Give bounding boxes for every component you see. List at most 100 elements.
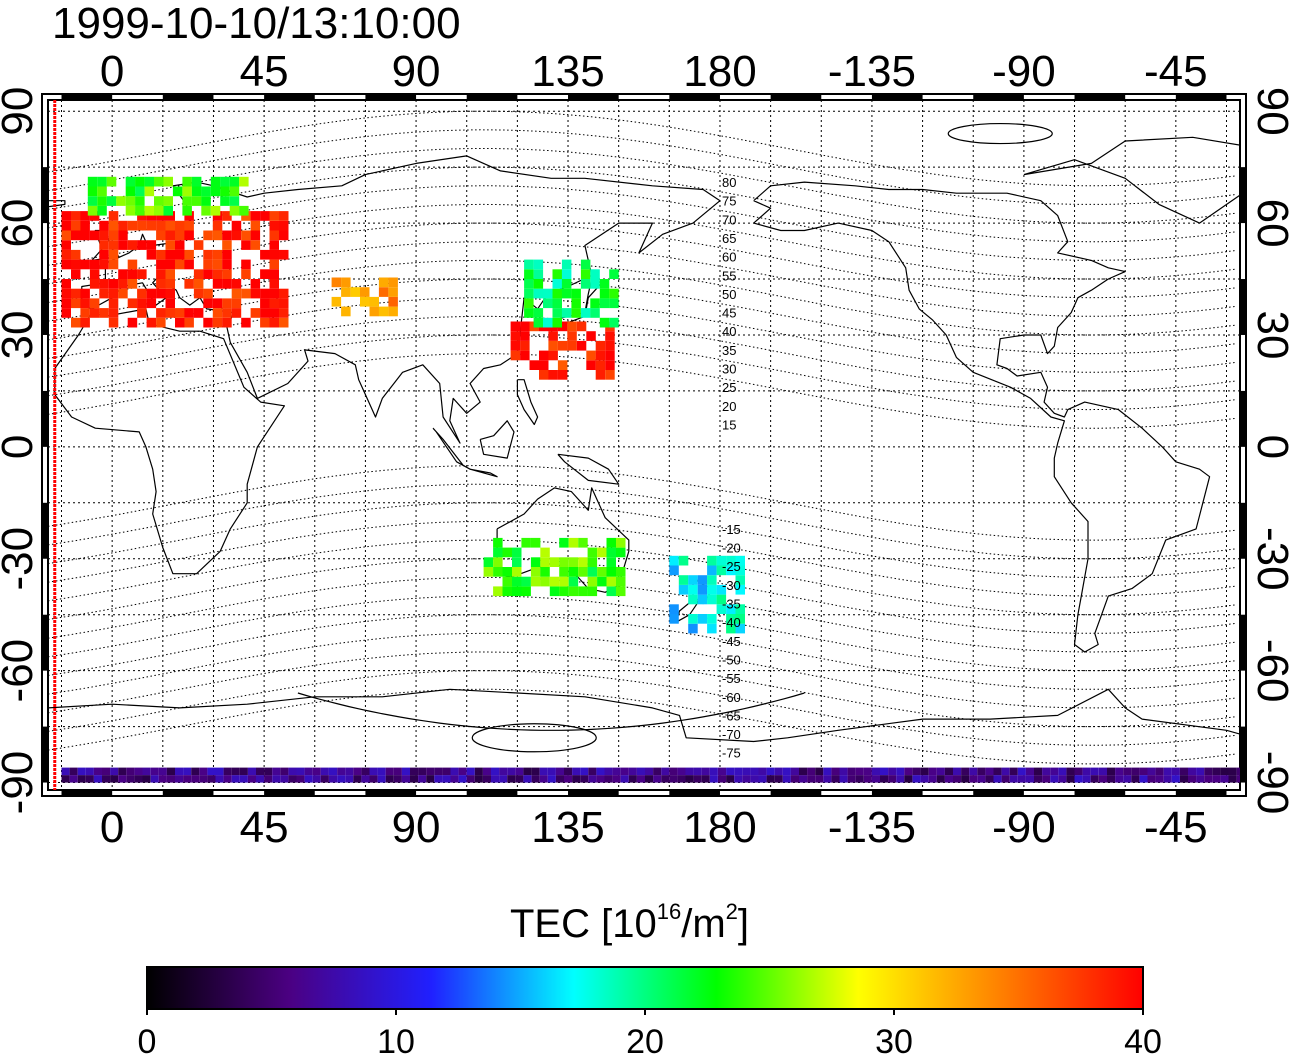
frame-tick-bar (1240, 390, 1246, 447)
tec-cell (1107, 775, 1116, 783)
tec-cell (599, 288, 610, 299)
tec-cell (280, 767, 289, 776)
tec-cell (533, 288, 544, 299)
tec-cell (530, 567, 541, 577)
tec-cell (685, 775, 694, 783)
tec-cell (512, 576, 522, 587)
tec-cell (279, 220, 289, 231)
tec-cell (661, 775, 670, 783)
tec-cell (985, 767, 994, 776)
tec-cell (606, 547, 616, 558)
tec-cell (345, 775, 354, 783)
tec-cell (750, 767, 759, 776)
tec-cell (401, 775, 410, 783)
tec-cell (127, 279, 138, 289)
magnetic-latitude-contour (48, 502, 1237, 578)
tec-cell (288, 767, 297, 776)
tec-cell (716, 555, 727, 566)
tec-cell (71, 259, 81, 270)
frame-tick-bar (42, 279, 48, 335)
tec-cell (146, 298, 157, 309)
tec-cell (1098, 775, 1107, 783)
tec-cell (530, 537, 541, 548)
tec-cell (125, 205, 136, 216)
tec-cell (688, 614, 698, 624)
tec-cell (99, 240, 109, 250)
tec-cell (524, 279, 534, 289)
tec-cell (280, 775, 289, 783)
tec-cell (735, 584, 745, 595)
tec-cell (125, 186, 136, 197)
tec-cell (1074, 775, 1083, 783)
tec-cell (71, 317, 81, 328)
tec-cell (71, 230, 81, 241)
tec-cell (137, 240, 147, 250)
tec-cell (212, 279, 223, 289)
tec-cell (89, 308, 100, 318)
tec-cell (134, 767, 143, 776)
tec-cell (288, 775, 297, 783)
tec-cell (341, 306, 351, 317)
tec-cell (735, 575, 745, 585)
tec-cell (815, 775, 824, 783)
tec-cell (595, 340, 606, 351)
tec-cell (156, 259, 166, 270)
tec-cell (93, 775, 102, 783)
tec-cell (260, 211, 270, 221)
tec-cell (707, 584, 717, 595)
tec-cell (502, 567, 512, 577)
tec-cell (337, 767, 346, 776)
tec-cell (595, 350, 606, 361)
tec-cell (799, 775, 808, 783)
tec-cell (548, 331, 558, 341)
frame-tick-bar (1074, 790, 1126, 796)
tec-cell (165, 211, 175, 221)
tec-cell (1066, 767, 1075, 776)
tec-cell (718, 775, 727, 783)
magnetic-latitude-label: 45 (722, 306, 736, 321)
tec-cell (331, 296, 342, 307)
tec-cell (182, 196, 192, 206)
tec-cell (1001, 775, 1010, 783)
tec-cell (548, 370, 558, 380)
coastline (557, 453, 620, 485)
tec-cell (597, 576, 607, 587)
tec-cell (71, 298, 81, 309)
longitude-tick-label-bottom: 90 (392, 803, 441, 852)
tec-cell (758, 775, 767, 783)
tec-cell (203, 230, 213, 241)
tec-cell (118, 288, 128, 299)
tec-cell (1212, 767, 1221, 776)
tec-cell (184, 308, 194, 318)
tec-cell (207, 767, 216, 776)
tec-cell (393, 775, 402, 783)
tec-cell (85, 767, 94, 776)
tec-cell (568, 537, 579, 548)
tec-cell (77, 767, 86, 776)
magnetic-latitude-label: -30 (722, 578, 741, 593)
tec-cell (616, 547, 626, 558)
tec-cell (210, 186, 221, 197)
tec-cell (1017, 767, 1026, 776)
tec-cell (596, 775, 605, 783)
tec-cell (790, 775, 799, 783)
longitude-tick-label-top: 45 (240, 47, 289, 96)
tec-cell (1171, 767, 1180, 776)
tec-cell (203, 259, 213, 270)
magnetic-latitude-label: 70 (722, 212, 736, 227)
tec-cell (524, 288, 534, 299)
tec-cell (510, 340, 521, 351)
tec-cell (529, 360, 539, 370)
tec-cell (110, 767, 119, 776)
tec-cell (716, 565, 727, 576)
tec-cell (605, 340, 615, 351)
tec-cell (61, 249, 71, 260)
axis-tick-labels: 0045459090135135180180-135-135-90-90-45-… (0, 47, 1292, 852)
magnetic-latitude-label: 60 (722, 250, 736, 265)
tec-cell (127, 269, 138, 279)
tec-cell (557, 340, 568, 351)
tec-cell (1090, 767, 1099, 776)
tec-cell (543, 288, 553, 299)
tec-cell (165, 259, 175, 270)
